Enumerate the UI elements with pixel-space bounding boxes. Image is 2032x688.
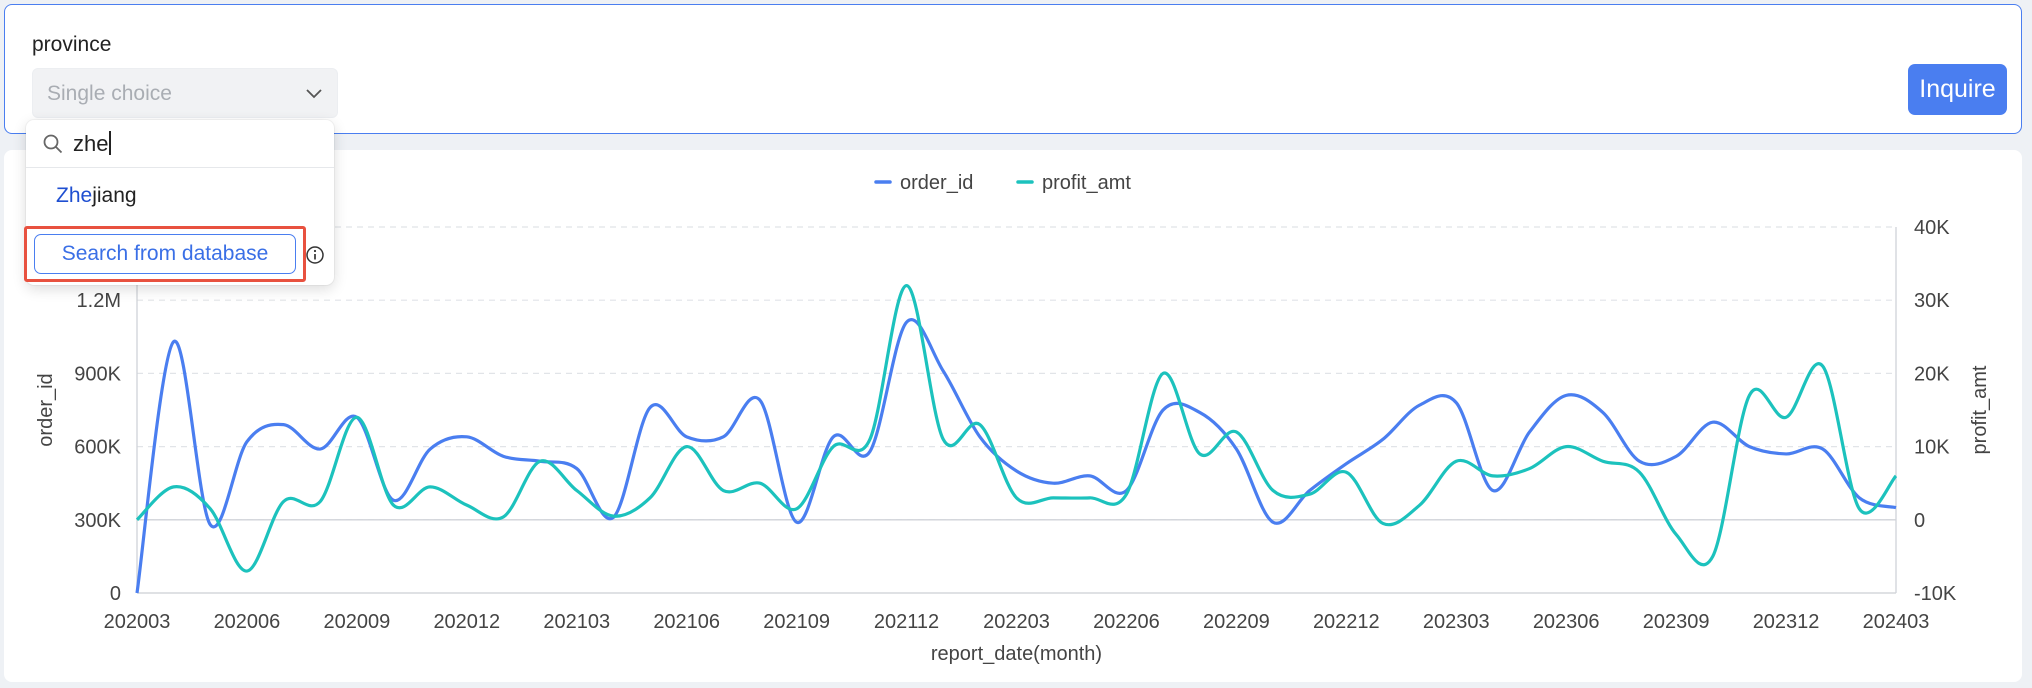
x-tick-label: 202106	[653, 611, 720, 633]
y-left-tick-label: 900K	[74, 363, 121, 385]
option-match-text: Zhe	[56, 184, 93, 207]
search-icon	[43, 134, 63, 154]
x-tick-label: 202203	[983, 611, 1050, 633]
select-placeholder: Single choice	[47, 82, 172, 105]
y-left-tick-label: 300K	[74, 510, 121, 532]
province-label: province	[32, 33, 112, 56]
y-right-tick-label: 40K	[1914, 217, 1950, 239]
x-tick-label: 202312	[1753, 611, 1820, 633]
x-tick-label: 202103	[543, 611, 610, 633]
x-tick-label: 202112	[874, 611, 939, 633]
dropdown-search[interactable]: zhe	[26, 120, 334, 168]
option-zhejiang[interactable]: Zhejiang	[56, 184, 137, 208]
y-left-tick-label: 600K	[74, 437, 121, 459]
x-tick-label: 202003	[104, 611, 171, 633]
search-value: zhe	[73, 131, 109, 156]
x-axis-title: report_date(month)	[931, 643, 1102, 665]
chevron-down-icon	[306, 89, 322, 99]
x-tick-label: 202012	[433, 611, 500, 633]
x-tick-label: 202006	[214, 611, 281, 633]
info-icon[interactable]	[305, 245, 325, 265]
series-line-order-id	[135, 318, 1897, 594]
legend-label: profit_amt	[1042, 172, 1131, 194]
y-right-tick-label: -10K	[1914, 583, 1957, 605]
series-line-profit-amt	[135, 283, 1898, 573]
highlight-box	[24, 226, 306, 282]
option-rest-text: jiang	[92, 184, 137, 207]
x-tick-label: 202306	[1533, 611, 1600, 633]
y-left-axis-title: order_id	[35, 373, 57, 446]
y-right-tick-label: 30K	[1914, 290, 1950, 312]
x-tick-label: 202212	[1313, 611, 1380, 633]
x-tick-label: 202209	[1203, 611, 1270, 633]
x-tick-label: 202109	[763, 611, 830, 633]
search-from-database-button[interactable]: Search from database	[34, 234, 296, 274]
filter-panel: province Single choice Inquire	[4, 4, 2022, 134]
y-left-tick-label: 0	[110, 583, 121, 605]
y-right-axis-title: profit_amt	[1969, 365, 1991, 454]
x-tick-label: 202303	[1423, 611, 1490, 633]
text-caret	[109, 131, 111, 155]
province-select[interactable]: Single choice	[32, 68, 338, 118]
inquire-button[interactable]: Inquire	[1908, 64, 2007, 115]
x-tick-label: 202309	[1643, 611, 1710, 633]
y-left-tick-label: 1.2M	[77, 290, 121, 312]
x-tick-label: 202206	[1093, 611, 1160, 633]
y-right-tick-label: 10K	[1914, 437, 1950, 459]
y-right-tick-label: 20K	[1914, 363, 1950, 385]
chart-panel: 0 300K 600K 900K 1.2M -10K 0 10K 20K 30K 40K 202003…	[4, 150, 2022, 682]
search-input[interactable]: zhe	[73, 131, 111, 157]
x-tick-label: 202009	[324, 611, 391, 633]
x-tick-label: 202403	[1863, 611, 1930, 633]
y-right-tick-label: 0	[1914, 510, 1925, 532]
line-chart: 0 300K 600K 900K 1.2M -10K 0 10K 20K 30K 40K 202003…	[35, 172, 1991, 665]
legend-label: order_id	[900, 172, 973, 194]
